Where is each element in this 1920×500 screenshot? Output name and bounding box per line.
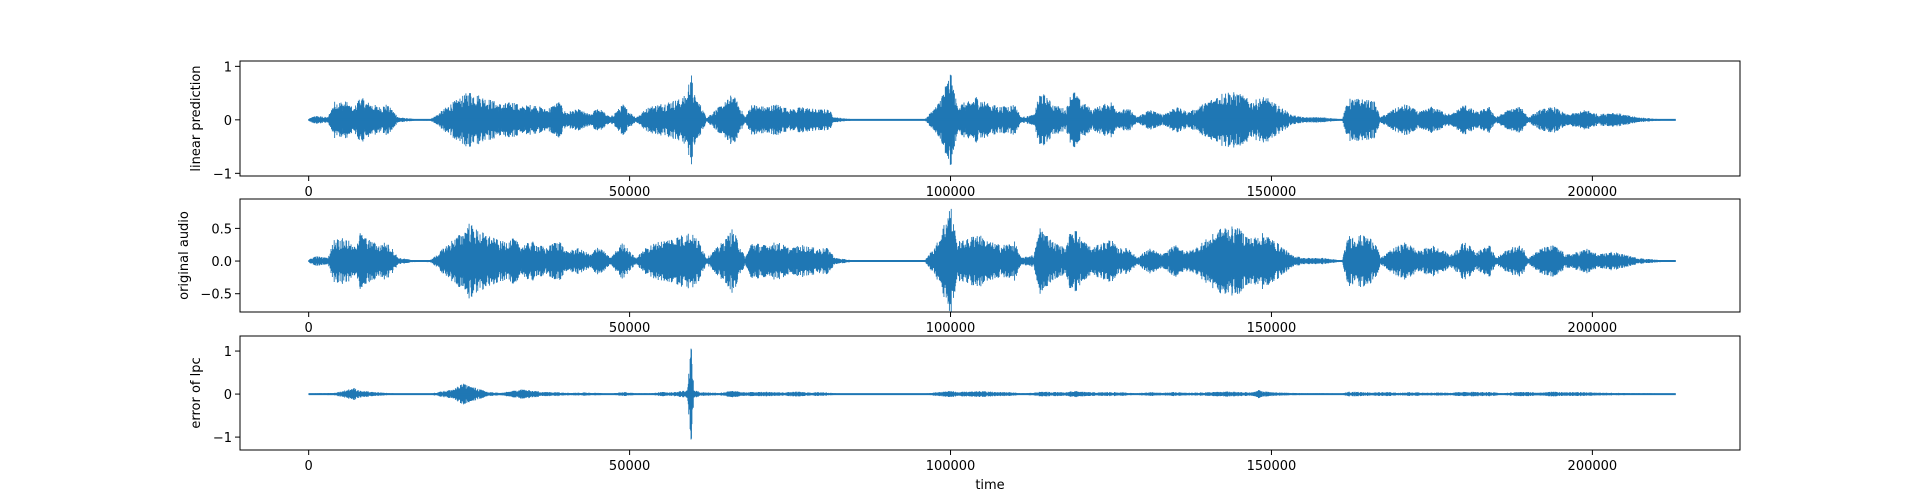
y-tick-label: 1 bbox=[224, 345, 232, 360]
x-tick-label: 50000 bbox=[609, 321, 650, 336]
x-tick-label: 0 bbox=[305, 185, 313, 200]
y-axis-label: error of lpc bbox=[189, 357, 204, 428]
x-tick-label: 150000 bbox=[1247, 321, 1297, 336]
y-tick-label: 1 bbox=[224, 60, 232, 75]
y-tick-label: 0 bbox=[224, 114, 232, 129]
x-tick-label: 100000 bbox=[926, 321, 976, 336]
subplot-3: 0 50000 100000 150000 200000 −1 0 1 error of lpc… bbox=[189, 335, 1741, 493]
x-tick-label: 200000 bbox=[1568, 185, 1618, 200]
y-tick-label: 0.0 bbox=[211, 255, 232, 270]
y-tick-label: −1 bbox=[213, 167, 232, 182]
x-axis-label: time bbox=[975, 478, 1004, 493]
axes-frame bbox=[239, 335, 1741, 451]
x-tick-label: 200000 bbox=[1568, 459, 1618, 474]
y-tick-label: −0.5 bbox=[200, 288, 232, 303]
y-axis-label: linear prediction bbox=[189, 65, 204, 171]
x-tick-label: 200000 bbox=[1568, 321, 1618, 336]
axes-frame bbox=[239, 60, 1741, 177]
x-tick-label: 50000 bbox=[609, 185, 650, 200]
subplot-1: 0 50000 100000 150000 200000 −1 0 1 linear predi… bbox=[189, 60, 1741, 200]
x-tick-label: 100000 bbox=[926, 459, 976, 474]
y-tick-label: 0.5 bbox=[211, 222, 232, 237]
x-tick-label: 0 bbox=[305, 321, 313, 336]
x-tick-label: 150000 bbox=[1247, 459, 1297, 474]
x-tick-label: 50000 bbox=[609, 459, 650, 474]
y-tick-label: −1 bbox=[213, 431, 232, 446]
subplot-2: 0 50000 100000 150000 200000 −0.5 0.0 0.5 origin… bbox=[177, 198, 1741, 336]
y-tick-label: 0 bbox=[224, 388, 232, 403]
x-tick-label: 150000 bbox=[1247, 185, 1297, 200]
x-tick-label: 0 bbox=[305, 459, 313, 474]
y-axis-label: original audio bbox=[177, 211, 192, 300]
x-tick-label: 100000 bbox=[926, 185, 976, 200]
axes-frame bbox=[239, 198, 1741, 313]
